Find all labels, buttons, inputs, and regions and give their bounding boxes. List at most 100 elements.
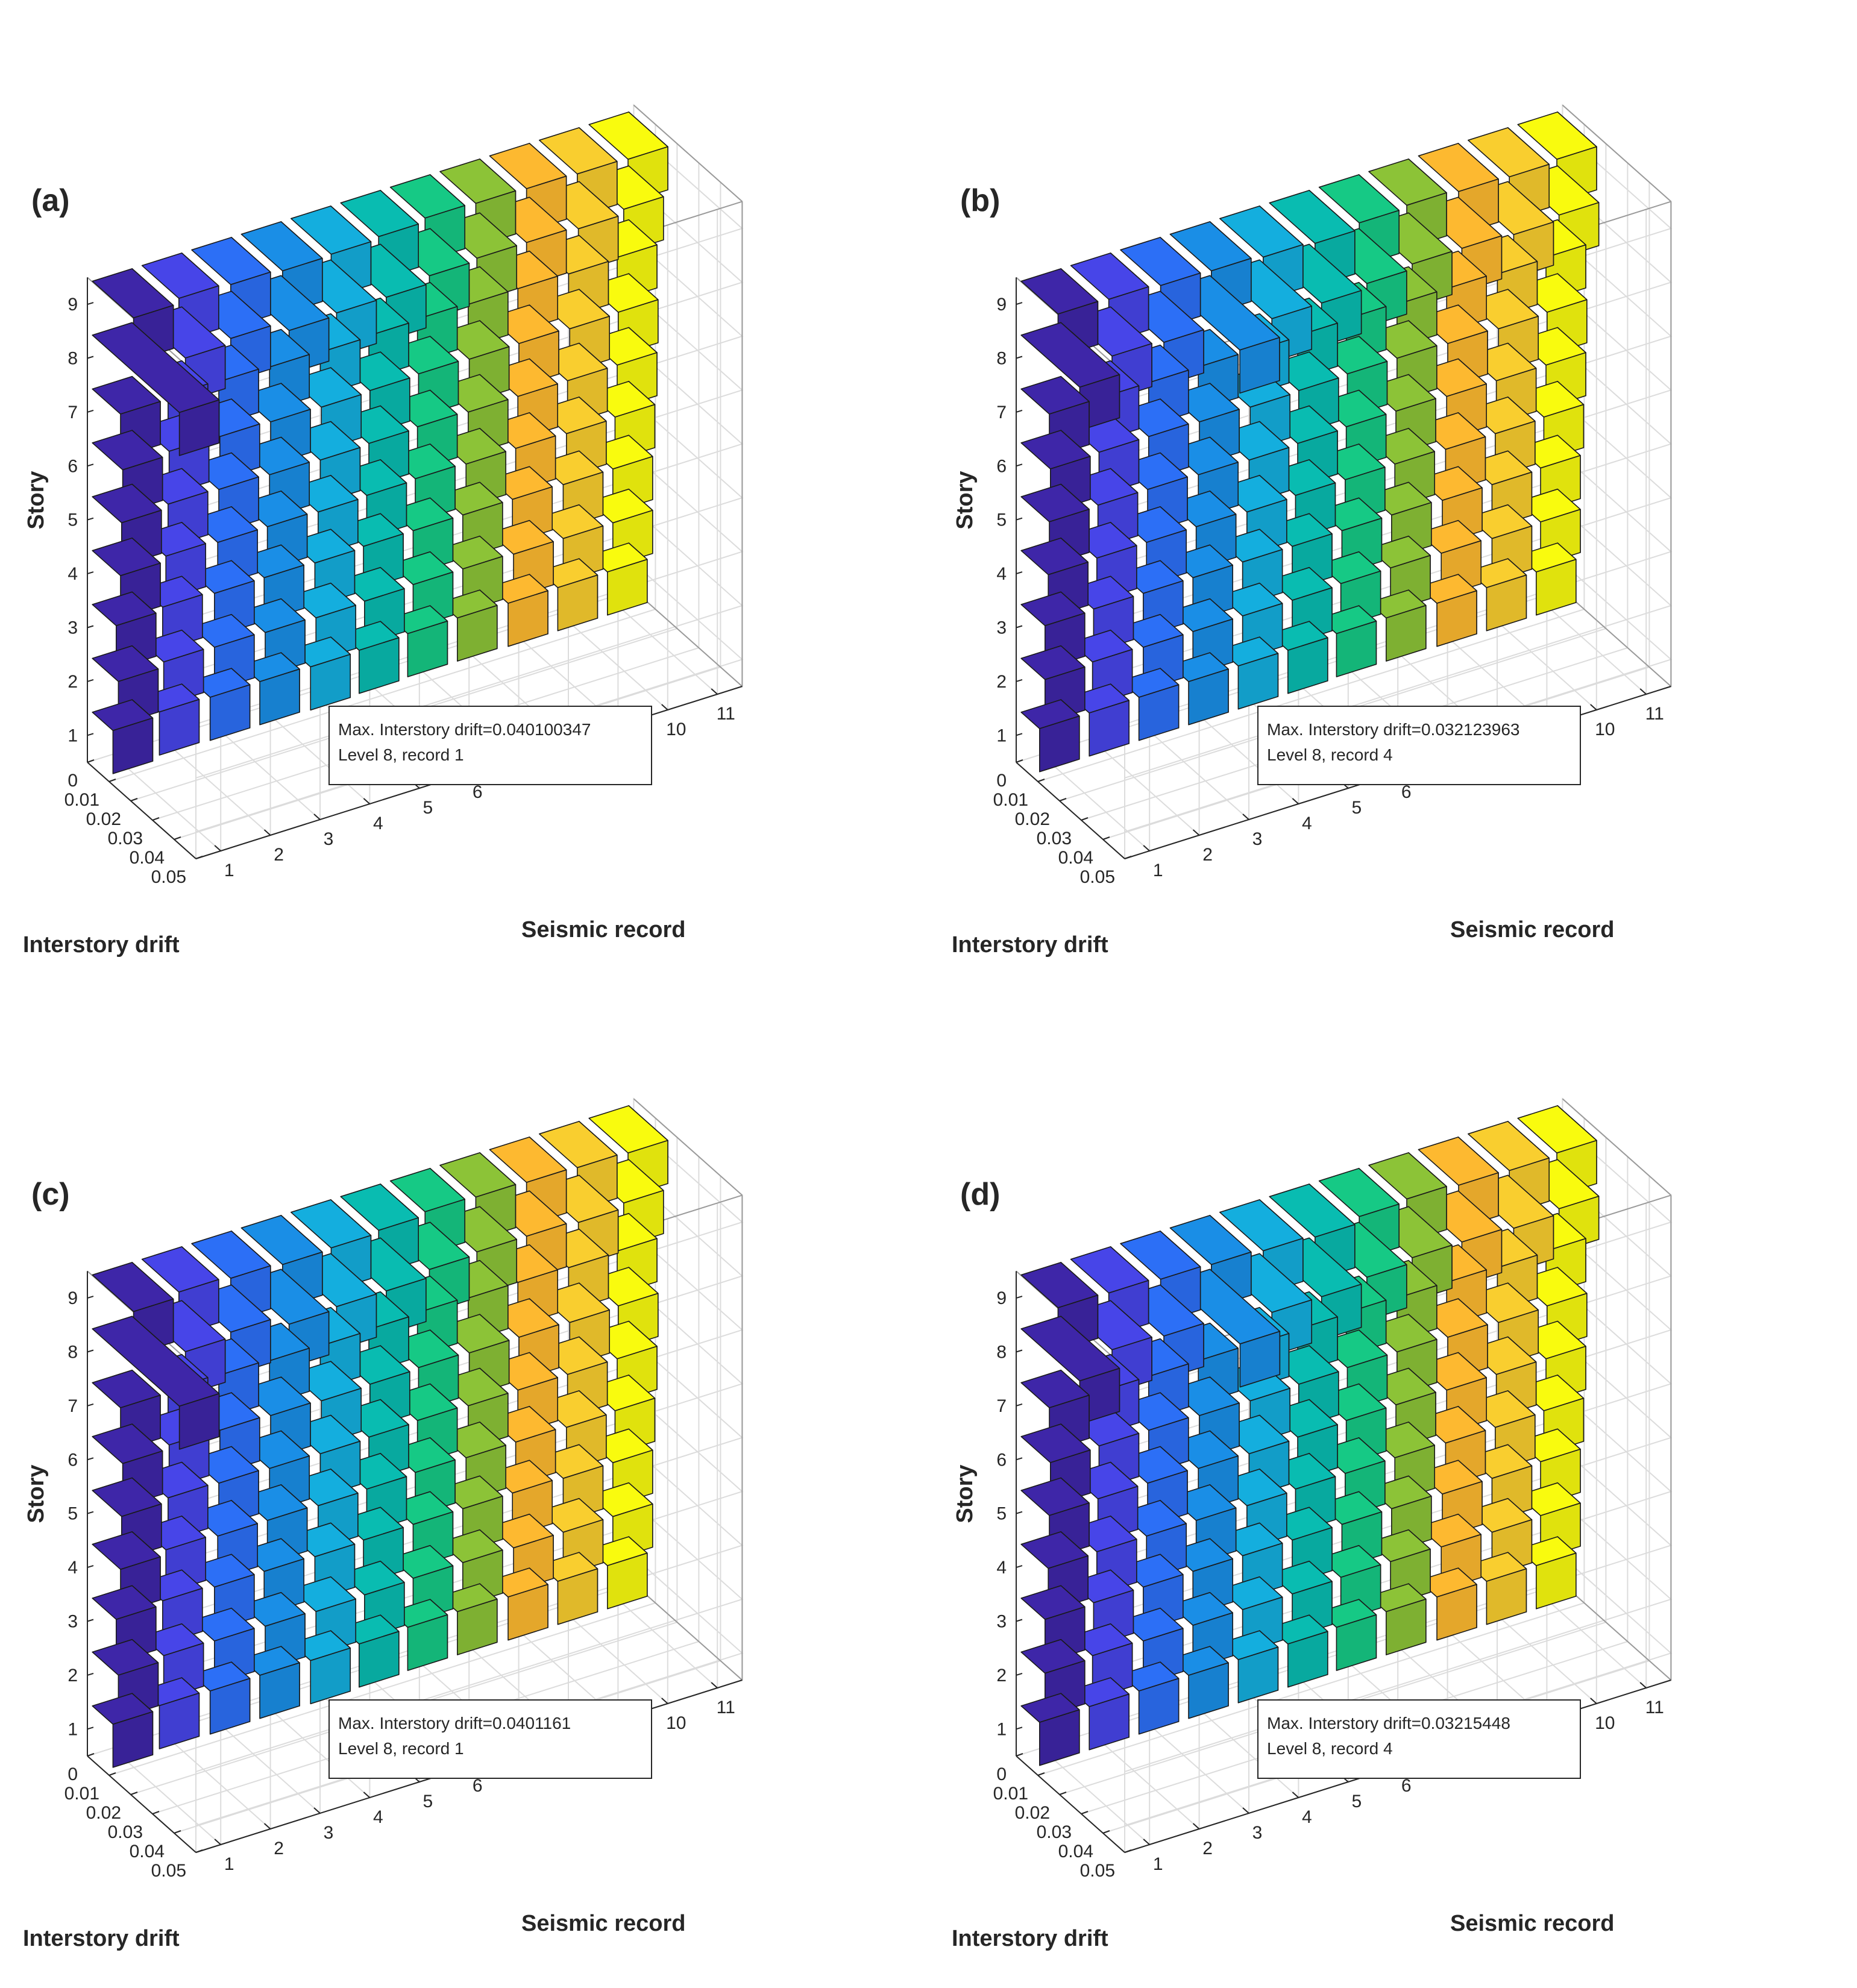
z-tick-label: 1 (68, 726, 78, 745)
y-axis-label: Interstory drift (952, 932, 1108, 958)
bar-record-1-story-2 (1020, 1638, 1086, 1717)
bar-record-9-story-8 (489, 196, 567, 286)
y-tick-label: 0.05 (151, 867, 186, 887)
bar-record-9-story-2 (489, 1513, 554, 1592)
y-tick-label: 0.03 (1037, 829, 1072, 848)
z-tick-label: 5 (996, 510, 1007, 530)
y-tick-label: 0.01 (993, 790, 1028, 810)
bars (1020, 111, 1600, 773)
x-tick-label: 2 (274, 1839, 284, 1858)
bar-record-1-story-1 (1020, 1693, 1080, 1766)
x-tick-label: 6 (473, 782, 483, 802)
y-axis-label: Interstory drift (23, 932, 180, 958)
z-tick-label: 7 (68, 1396, 78, 1416)
z-tick-label: 6 (68, 456, 78, 476)
z-tick-label: 9 (996, 295, 1007, 315)
y-tick-label: 0.03 (1037, 1822, 1072, 1842)
bar-record-10-story-8 (538, 1174, 619, 1267)
bar-record-2-story-2 (141, 1623, 204, 1699)
bar-record-4-story-2 (1169, 1591, 1234, 1669)
bar-record-11-story-3 (1517, 1428, 1581, 1506)
y-tick-label: 0.02 (86, 809, 121, 829)
bar-record-3-story-1 (191, 1661, 251, 1735)
bar-record-3-story-2 (1120, 613, 1184, 691)
z-tick-label: 2 (996, 1666, 1007, 1685)
z-tick-label: 8 (68, 349, 78, 369)
bar-record-1-story-3 (1020, 591, 1086, 669)
y-tick-label: 0 (996, 771, 1007, 791)
bar-record-10-story-9 (1467, 127, 1550, 221)
bar-record-9-story-1 (489, 1567, 548, 1641)
bar-record-8-story-4 (1368, 1422, 1436, 1502)
bar-record-9-story-1 (489, 574, 548, 647)
panel-label: (c) (31, 1177, 70, 1212)
panel-label: (b) (960, 183, 1000, 218)
x-tick-label: 6 (1401, 1776, 1412, 1796)
bar-record-6-story-2 (1269, 1560, 1333, 1638)
bar-record-6-story-1 (1269, 1614, 1328, 1688)
bar-record-11-story-1 (588, 1536, 648, 1610)
bar-record-5-story-1 (1219, 1630, 1279, 1704)
z-axis-label: Story (952, 471, 978, 529)
bar-record-1-story-8 (1020, 1315, 1120, 1425)
bar-record-9-story-9 (1418, 1137, 1499, 1229)
z-tick-label: 4 (996, 564, 1007, 584)
z-tick-label: 9 (68, 295, 78, 315)
z-tick-label: 8 (68, 1343, 78, 1362)
x-tick-label: 5 (423, 1792, 433, 1811)
z-tick-label: 1 (996, 726, 1007, 745)
bar-record-8-story-1 (439, 1583, 498, 1655)
bar-record-1-story-8 (92, 322, 220, 456)
chart-panel-4: 12345678900.010.020.030.040.051234567891… (952, 1097, 1673, 1951)
bar-record-2-story-1 (1070, 1677, 1130, 1751)
z-tick-label: 8 (996, 1343, 1007, 1362)
bar-record-4-story-9 (1169, 221, 1252, 315)
bar-record-4-story-1 (1169, 1646, 1229, 1719)
bar-record-2-story-1 (141, 683, 200, 756)
x-tick-label: 4 (373, 814, 383, 833)
bar-record-7-story-1 (1318, 1599, 1377, 1671)
bar-record-8-story-2 (1368, 1529, 1431, 1605)
panel-label: (a) (31, 183, 70, 218)
bar-record-1-story-1 (1020, 699, 1080, 773)
annotation-max-drift: Max. Interstory drift=0.032123963 (1267, 720, 1519, 739)
bar-record-10-story-1 (1467, 1552, 1527, 1625)
bar-record-3-story-9 (1120, 237, 1201, 330)
x-tick-label: 11 (717, 1698, 735, 1717)
x-tick-label: 3 (1252, 829, 1263, 849)
y-tick-label: 0.04 (1058, 1842, 1093, 1861)
x-tick-label: 1 (1153, 1854, 1163, 1874)
bar-record-8-story-4 (439, 1422, 507, 1502)
bar-record-8-story-2 (439, 1529, 503, 1607)
x-tick-label: 11 (1645, 704, 1664, 724)
x-tick-label: 10 (1595, 1713, 1615, 1733)
annotation-level-record: Level 8, record 1 (338, 1739, 464, 1758)
bar-record-7-story-9 (1318, 1168, 1400, 1261)
bar-record-8-story-1 (1368, 589, 1427, 662)
bar-record-6-story-1 (340, 621, 400, 694)
z-tick-label: 7 (68, 403, 78, 422)
bar-record-2-story-1 (1070, 683, 1130, 757)
bar-record-11-story-1 (1517, 1536, 1577, 1610)
bar-record-10-story-1 (1467, 558, 1527, 632)
bar-record-1-story-4 (92, 1531, 161, 1613)
bars (92, 111, 668, 774)
z-tick-label: 2 (68, 672, 78, 692)
z-axis-label: Story (952, 1464, 978, 1523)
z-tick-label: 9 (996, 1288, 1007, 1308)
z-tick-label: 6 (996, 456, 1007, 476)
x-tick-label: 1 (224, 861, 234, 880)
z-tick-label: 4 (68, 564, 78, 584)
z-tick-label: 3 (68, 1612, 78, 1632)
x-tick-label: 4 (1302, 1807, 1312, 1827)
bar-record-6-story-9 (340, 190, 419, 281)
x-tick-label: 5 (1351, 798, 1362, 818)
y-tick-label: 0.02 (86, 1803, 121, 1823)
y-tick-label: 0.01 (64, 1784, 99, 1804)
y-tick-label: 0.02 (1015, 809, 1050, 829)
y-tick-label: 0.01 (993, 1784, 1028, 1804)
annotation-box: Max. Interstory drift=0.0401161 Level 8, … (328, 1699, 652, 1779)
bar-record-1-story-1 (92, 1693, 154, 1768)
x-tick-label: 1 (224, 1854, 234, 1874)
